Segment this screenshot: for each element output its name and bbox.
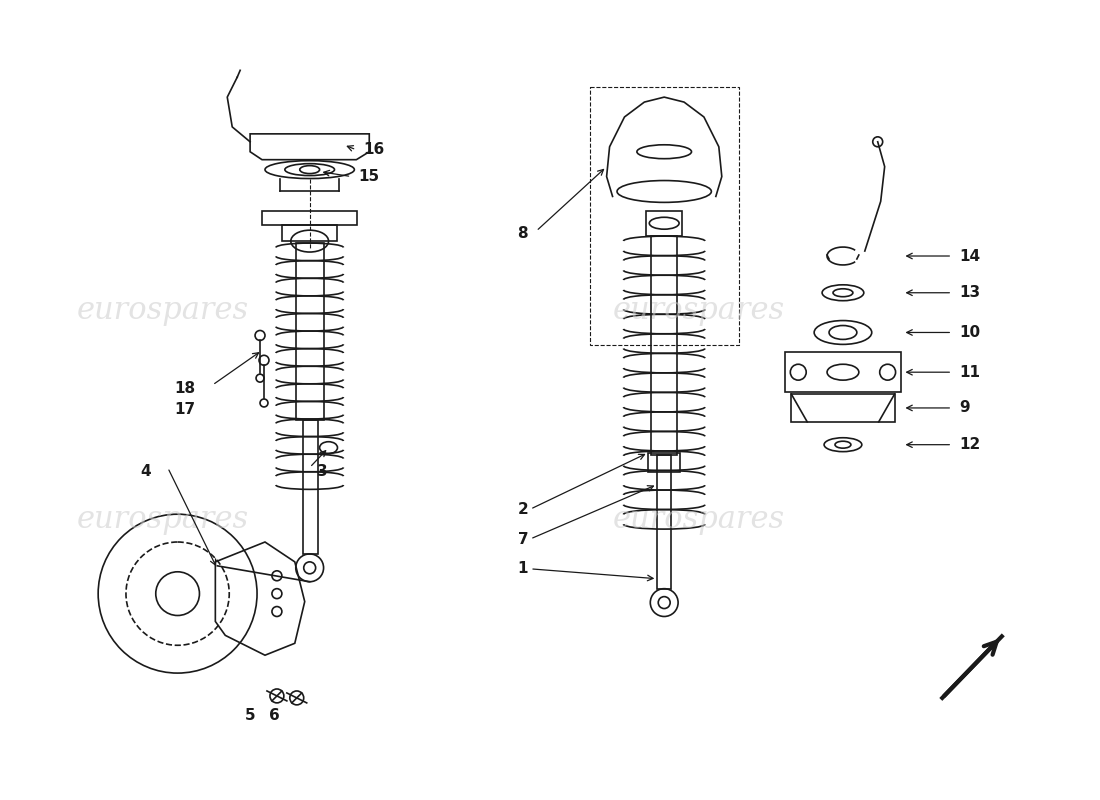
Text: 13: 13 [959,286,980,300]
Text: 16: 16 [363,142,385,158]
Text: 12: 12 [959,437,980,452]
Text: 10: 10 [959,325,980,340]
Text: 7: 7 [517,531,528,546]
Text: 14: 14 [959,249,980,263]
Text: 18: 18 [175,381,196,395]
Text: 3: 3 [317,464,328,479]
Text: eurospares: eurospares [613,295,785,326]
Text: eurospares: eurospares [613,504,785,534]
Text: 9: 9 [959,401,970,415]
Text: 1: 1 [518,562,528,576]
Text: 17: 17 [175,402,196,418]
Text: 4: 4 [140,464,151,479]
Text: 2: 2 [517,502,528,517]
Text: eurospares: eurospares [77,295,249,326]
Text: 8: 8 [517,226,528,241]
Text: eurospares: eurospares [77,504,249,534]
Text: 5: 5 [245,708,255,723]
Text: 15: 15 [359,169,380,184]
Text: 11: 11 [959,365,980,380]
Text: 6: 6 [268,708,279,723]
